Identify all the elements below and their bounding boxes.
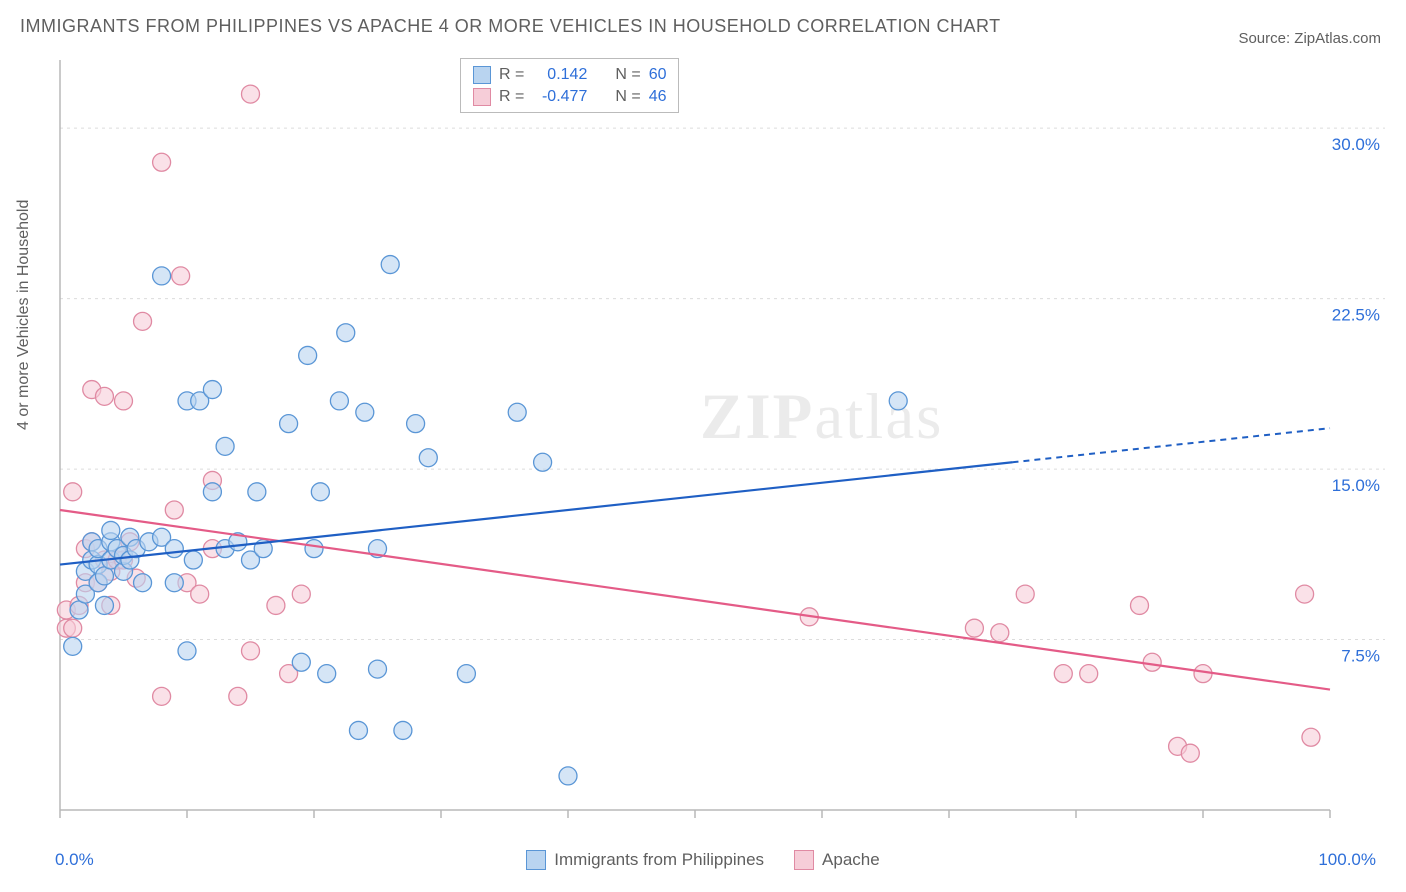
legend-item-1: Immigrants from Philippines [526, 850, 764, 870]
series2-swatch-icon [794, 850, 814, 870]
series1-swatch-icon [526, 850, 546, 870]
y-tick-labels: 7.5% 15.0% 22.5% 30.0% [1332, 135, 1380, 665]
legend-item-2: Apache [794, 850, 880, 870]
stats-legend-box: R = 0.142 N = 60 R = -0.477 N = 46 [460, 58, 679, 113]
chart-container: IMMIGRANTS FROM PHILIPPINES VS APACHE 4 … [0, 0, 1406, 892]
series1-swatch-icon [473, 66, 491, 84]
regression-line-1-dashed [1013, 428, 1331, 462]
series1-points [64, 256, 908, 785]
chart-title: IMMIGRANTS FROM PHILIPPINES VS APACHE 4 … [20, 16, 1001, 37]
x-ticks [60, 810, 1330, 818]
svg-text:7.5%: 7.5% [1341, 647, 1380, 666]
stats-row-2: R = -0.477 N = 46 [473, 86, 666, 108]
source-label: Source: ZipAtlas.com [1238, 30, 1381, 47]
legend: Immigrants from Philippines Apache [0, 850, 1406, 870]
svg-text:30.0%: 30.0% [1332, 135, 1380, 154]
stats-row-1: R = 0.142 N = 60 [473, 64, 666, 86]
regression-line-1-solid [60, 462, 1013, 564]
svg-text:22.5%: 22.5% [1332, 306, 1380, 325]
scatter-plot: 7.5% 15.0% 22.5% 30.0% [55, 55, 1385, 825]
series2-swatch-icon [473, 88, 491, 106]
svg-text:15.0%: 15.0% [1332, 476, 1380, 495]
y-axis-label: 4 or more Vehicles in Household [15, 200, 33, 430]
